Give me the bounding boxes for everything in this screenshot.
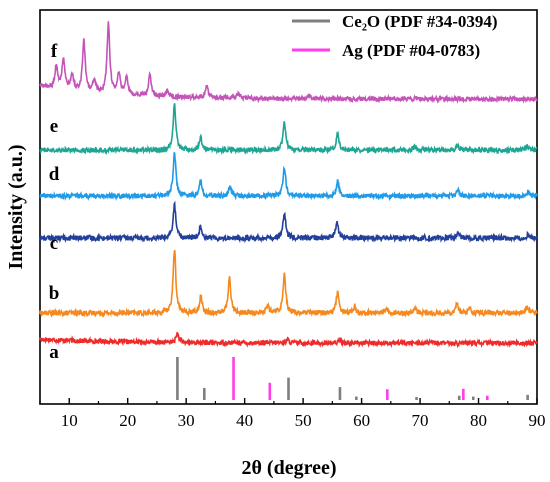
curve-b (39, 249, 538, 318)
curve-label-a: a (49, 342, 59, 363)
curve-label-c: c (50, 233, 58, 254)
x-tick-label: 40 (236, 411, 253, 430)
x-tick-label: 30 (178, 411, 195, 430)
curve-a (39, 331, 538, 349)
x-tick-label: 50 (295, 411, 312, 430)
curve-label-d: d (49, 164, 60, 185)
x-tick-label: 70 (412, 411, 429, 430)
legend-label: Ce₂O (PDF #34-0394) (342, 12, 498, 31)
x-tick-label: 80 (470, 411, 487, 430)
plot-frame (39, 9, 538, 405)
reference-patterns (176, 357, 529, 400)
legend-label: Ag (PDF #04-0783) (342, 41, 480, 60)
curve-labels: a b c d e f (49, 41, 60, 363)
curve-c (39, 200, 538, 244)
curve-e (39, 103, 538, 156)
x-axis-title: 2θ (degree) (241, 457, 336, 479)
x-axis-ticks (39, 398, 538, 404)
curve-d (39, 152, 538, 202)
x-axis-tick-labels: 10 20 30 40 50 60 70 80 90 (61, 411, 546, 430)
y-axis-title: Intensity (a.u.) (5, 144, 27, 269)
curve-label-e: e (50, 116, 58, 137)
x-tick-label: 60 (353, 411, 370, 430)
x-tick-label: 10 (61, 411, 78, 430)
x-tick-label: 90 (529, 411, 546, 430)
curve-f (39, 21, 538, 104)
diffraction-curves (39, 21, 538, 349)
x-tick-label: 20 (119, 411, 136, 430)
curve-label-b: b (49, 283, 60, 304)
legend: Ce₂O (PDF #34-0394) Ag (PDF #04-0783) (292, 12, 498, 60)
curve-label-f: f (51, 41, 58, 62)
